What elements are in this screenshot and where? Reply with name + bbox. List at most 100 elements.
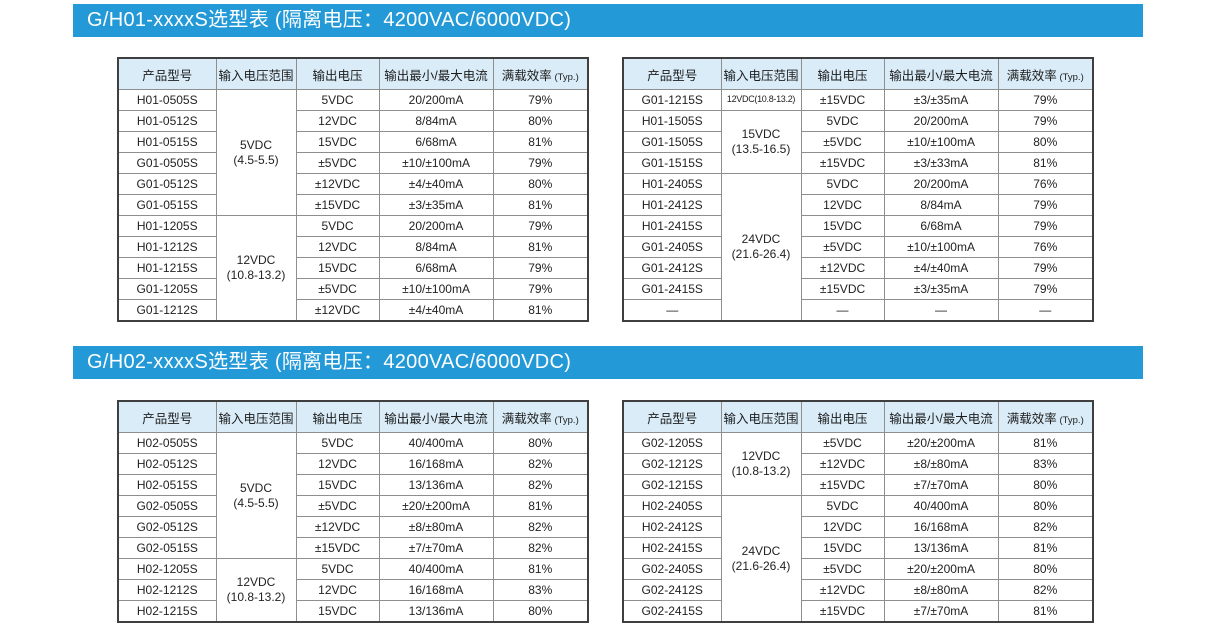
column-header-efficiency: 满载效率 (Typ.) — [997, 400, 1094, 433]
table-row: G02-0505S ±5VDC ±20/±200mA 81% — [117, 495, 589, 517]
cell-output-current: 6/68mA — [883, 215, 999, 237]
cell-output-current: 13/136mA — [378, 474, 494, 496]
cell-efficiency: 81% — [997, 537, 1094, 559]
cell-output-voltage: ±5VDC — [295, 278, 380, 300]
cell-model: H01-0505S — [117, 89, 217, 111]
cell-model: H02-2412S — [622, 516, 722, 538]
section-title-gh02: G/H02-xxxxS选型表 (隔离电压：4200VAC/6000VDC) — [73, 346, 1143, 379]
cell-output-voltage: 5VDC — [295, 89, 380, 111]
input-range-line: (21.6-26.4) — [731, 558, 791, 573]
cell-model: H02-1215S — [117, 600, 217, 623]
table-row: H01-1505S 15VDC (13.5-16.5) 5VDC 20/200mA 79% — [622, 110, 1094, 174]
table-row: G02-1215S ±15VDC ±7/±70mA 80% — [622, 474, 1094, 496]
table-row: G02-2415S ±15VDC ±7/±70mA 81% — [622, 600, 1094, 623]
cell-output-current: 40/400mA — [378, 558, 494, 580]
table-row: — — — — — [622, 299, 1094, 322]
cell-efficiency: 76% — [997, 173, 1094, 195]
cell-input-range: 24VDC (21.6-26.4) — [720, 495, 802, 623]
column-header-output-voltage: 输出电压 — [295, 57, 380, 90]
cell-output-voltage: 12VDC — [800, 194, 885, 216]
cell-efficiency: 79% — [997, 278, 1094, 300]
table-row: G01-2405S ±5VDC ±10/±100mA 76% — [622, 236, 1094, 258]
cell-model: H02-2405S — [622, 495, 722, 517]
cell-output-voltage: ±5VDC — [800, 131, 885, 153]
table-row: H01-2405S 24VDC (21.6-26.4) 5VDC 20/200mA 76% — [622, 173, 1094, 322]
cell-model: G01-2415S — [622, 278, 722, 300]
cell-output-voltage: 12VDC — [295, 579, 380, 601]
typ-suffix: (Typ.) — [551, 71, 579, 83]
cell-model: H02-0515S — [117, 474, 217, 496]
cell-output-voltage: 12VDC — [295, 110, 380, 132]
cell-efficiency: 81% — [492, 131, 589, 153]
table-row: H02-0512S 12VDC 16/168mA 82% — [117, 453, 589, 475]
cell-output-current: ±3/±35mA — [883, 89, 999, 111]
cell-efficiency: 79% — [492, 89, 589, 111]
cell-output-voltage: 5VDC — [295, 432, 380, 454]
cell-model: G01-1515S — [622, 152, 722, 174]
cell-output-current: ±4/±40mA — [883, 257, 999, 279]
cell-model: G01-2412S — [622, 257, 722, 279]
cell-input-range: 24VDC (21.6-26.4) — [720, 173, 802, 322]
cell-output-current: ±8/±80mA — [883, 579, 999, 601]
cell-output-current: ±20/±200mA — [883, 558, 999, 580]
cell-input-range: 5VDC (4.5-5.5) — [215, 432, 297, 559]
table-row: H01-2412S 12VDC 8/84mA 79% — [622, 194, 1094, 216]
input-range-line: 5VDC — [240, 480, 273, 495]
table-row: H02-1215S 15VDC 13/136mA 80% — [117, 600, 589, 623]
input-range-line: 24VDC — [741, 543, 781, 558]
cell-efficiency: 81% — [997, 600, 1094, 623]
cell-model: G02-0505S — [117, 495, 217, 517]
cell-model: G01-1205S — [117, 278, 217, 300]
cell-model: G01-1215S — [622, 89, 722, 111]
cell-model: H01-1505S — [622, 110, 722, 132]
cell-model: — — [622, 299, 722, 322]
cell-output-voltage: 5VDC — [295, 558, 380, 580]
cell-input-range: 12VDC(10.8-13.2) — [215, 215, 297, 322]
cell-model: H02-2415S — [622, 537, 722, 559]
cell-output-voltage: ±5VDC — [800, 432, 885, 454]
cell-output-current: ±10/±100mA — [378, 278, 494, 300]
table-row: H01-1205S 12VDC (10.8-13.2) 5VDC 20/200mA 79% — [117, 215, 589, 322]
input-range-line: (10.8-13.2) — [226, 590, 286, 604]
cell-output-voltage: ±15VDC — [295, 537, 380, 559]
column-header-efficiency: 满载效率 (Typ.) — [492, 57, 589, 90]
cell-model: H02-0512S — [117, 453, 217, 475]
column-header-output-voltage: 输出电压 — [295, 400, 380, 433]
cell-output-voltage: 5VDC — [800, 173, 885, 195]
cell-output-current: ±7/±70mA — [883, 474, 999, 496]
table-row: G01-1215S 12VDC(10.8-13.2) ±15VDC ±3/±35mA 7… — [622, 89, 1094, 111]
column-header-model: 产品型号 — [622, 400, 722, 433]
cell-model: G01-0512S — [117, 173, 217, 195]
cell-input-range: 5VDC (4.5-5.5) — [215, 89, 297, 216]
cell-output-voltage: ±12VDC — [295, 299, 380, 322]
table-row: H01-0512S 12VDC 8/84mA 80% — [117, 110, 589, 132]
cell-output-current: 40/400mA — [378, 432, 494, 454]
cell-output-current: 13/136mA — [378, 600, 494, 623]
cell-output-current: ±8/±80mA — [378, 516, 494, 538]
input-range-line: (4.5-5.5) — [233, 152, 279, 167]
table-row: H01-1215S 15VDC 6/68mA 79% — [117, 257, 589, 279]
column-header-input-range: 输入电压范围 — [215, 57, 297, 90]
cell-output-voltage: ±5VDC — [295, 495, 380, 517]
table-row: H02-2412S 12VDC 16/168mA 82% — [622, 516, 1094, 538]
table-row: G01-0512S ±12VDC ±4/±40mA 80% — [117, 173, 589, 195]
cell-efficiency: 79% — [492, 278, 589, 300]
cell-model: H01-1215S — [117, 257, 217, 279]
cell-output-voltage: 5VDC — [295, 215, 380, 237]
cell-model: G02-0512S — [117, 516, 217, 538]
table-row: H02-0505S 5VDC (4.5-5.5) 5VDC 40/400mA 80% — [117, 432, 589, 559]
cell-output-current: ±3/±33mA — [883, 152, 999, 174]
cell-model: G02-1215S — [622, 474, 722, 496]
cell-efficiency: 82% — [997, 579, 1094, 601]
table-row: G01-2415S ±15VDC ±3/±35mA 79% — [622, 278, 1094, 300]
table-row: H02-1205S 12VDC (10.8-13.2) 5VDC 40/400mA 81% — [117, 558, 589, 623]
column-header-efficiency: 满载效率 (Typ.) — [997, 57, 1094, 90]
cell-efficiency: 76% — [997, 236, 1094, 258]
cell-output-current: 13/136mA — [883, 537, 999, 559]
input-range-line: 15VDC — [741, 127, 781, 141]
column-header-output-current: 输出最小/最大电流 — [883, 57, 999, 90]
input-range-line: (10.8-13.2) — [731, 464, 791, 478]
cell-model: H01-0515S — [117, 131, 217, 153]
cell-output-voltage: ±12VDC — [800, 257, 885, 279]
cell-output-current: ±7/±70mA — [883, 600, 999, 623]
